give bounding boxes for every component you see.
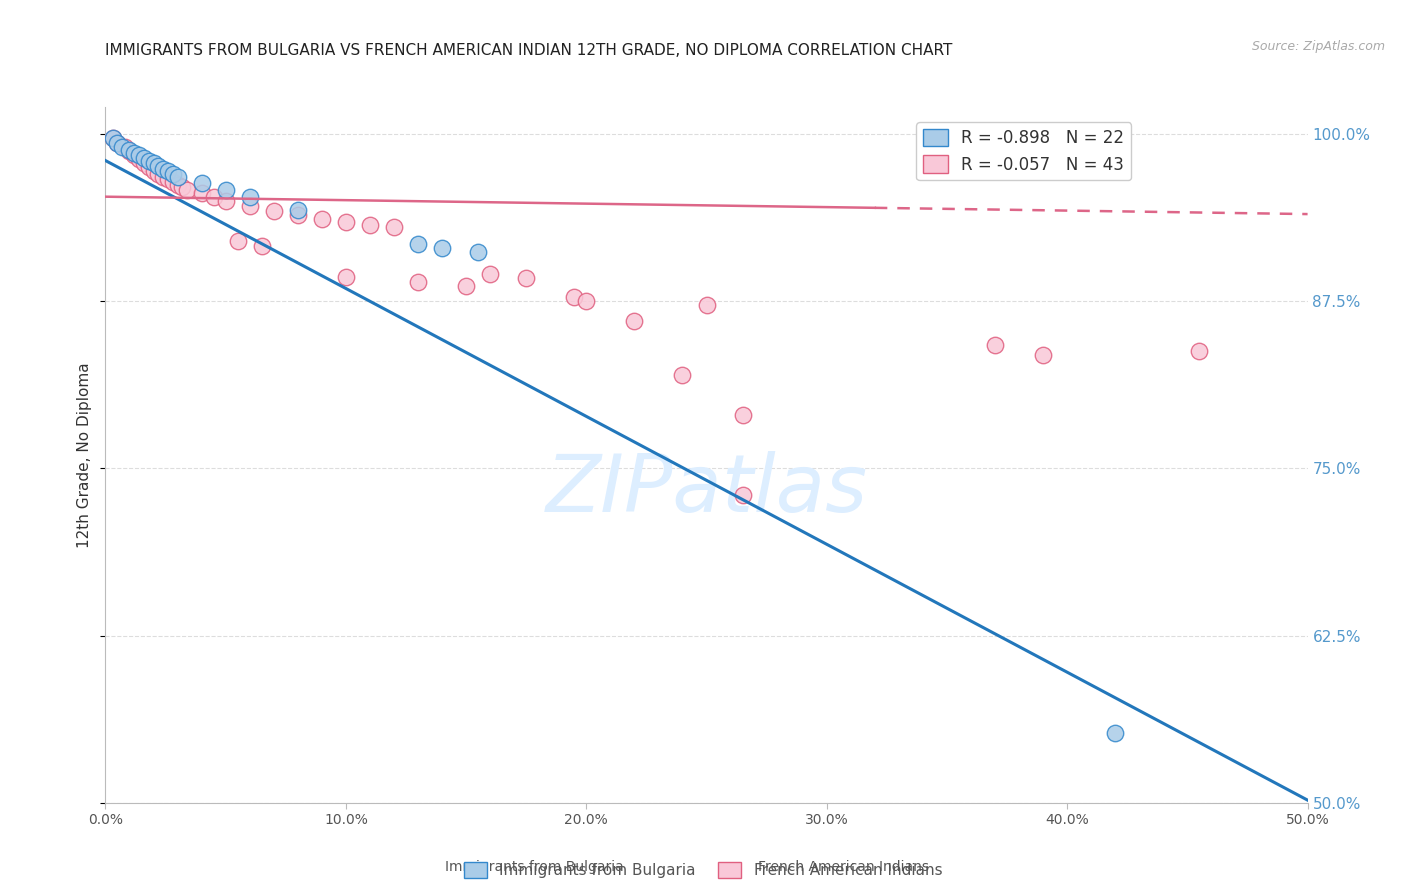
Point <box>239 199 262 213</box>
Point <box>467 244 489 259</box>
Point <box>142 164 165 178</box>
Point <box>152 169 174 184</box>
Point <box>214 183 236 197</box>
Legend: R = -0.898   N = 22, R = -0.057   N = 43: R = -0.898 N = 22, R = -0.057 N = 43 <box>917 122 1130 180</box>
Text: Immigrants from Bulgaria: Immigrants from Bulgaria <box>444 860 624 874</box>
Point <box>311 212 333 227</box>
Point <box>132 156 155 170</box>
Y-axis label: 12th Grade, No Diploma: 12th Grade, No Diploma <box>77 362 93 548</box>
Point <box>382 220 405 235</box>
Point <box>430 241 453 255</box>
Point <box>731 408 754 422</box>
Point <box>128 148 150 162</box>
Point <box>107 136 129 151</box>
Point <box>1188 343 1211 358</box>
Point <box>190 186 212 200</box>
Point <box>263 204 285 219</box>
Point <box>1104 726 1126 740</box>
Point <box>214 194 236 208</box>
Point <box>226 234 249 248</box>
Text: Source: ZipAtlas.com: Source: ZipAtlas.com <box>1251 40 1385 54</box>
Point <box>287 209 309 223</box>
Point <box>202 190 225 204</box>
Point <box>696 298 718 312</box>
Point <box>454 279 477 293</box>
Legend: Immigrants from Bulgaria, French American Indians: Immigrants from Bulgaria, French America… <box>458 856 948 884</box>
Point <box>515 271 537 285</box>
Point <box>166 178 188 192</box>
Point <box>138 153 160 168</box>
Point <box>148 159 170 173</box>
Point <box>124 148 146 162</box>
Point <box>335 269 357 284</box>
Point <box>172 180 194 194</box>
Point <box>162 175 184 189</box>
Text: IMMIGRANTS FROM BULGARIA VS FRENCH AMERICAN INDIAN 12TH GRADE, NO DIPLOMA CORREL: IMMIGRANTS FROM BULGARIA VS FRENCH AMERI… <box>105 43 953 58</box>
Point <box>1032 348 1054 362</box>
Point <box>142 156 165 170</box>
Point <box>623 314 645 328</box>
Point <box>128 153 150 167</box>
Point <box>250 239 273 253</box>
Point <box>148 167 170 181</box>
Point <box>166 169 188 184</box>
Point <box>124 145 146 160</box>
Point <box>176 183 198 197</box>
Point <box>984 338 1007 352</box>
Point <box>406 236 429 251</box>
Point <box>406 276 429 290</box>
Point <box>156 172 179 186</box>
Point <box>287 203 309 218</box>
Point <box>118 143 141 157</box>
Point <box>132 151 155 165</box>
Point <box>359 218 381 232</box>
Point <box>162 167 184 181</box>
Point <box>138 161 160 175</box>
Point <box>101 130 124 145</box>
Point <box>562 290 585 304</box>
Point <box>107 136 129 151</box>
Point <box>239 190 262 204</box>
Point <box>335 215 357 229</box>
Text: ZIPatlas: ZIPatlas <box>546 450 868 529</box>
Point <box>156 164 179 178</box>
Point <box>111 140 134 154</box>
Point <box>118 145 141 159</box>
Point <box>731 488 754 502</box>
Point <box>479 268 502 282</box>
Point <box>575 294 598 309</box>
Point <box>114 140 136 154</box>
Point <box>190 177 212 191</box>
Point <box>101 130 124 145</box>
Text: French American Indians: French American Indians <box>758 860 929 874</box>
Point <box>152 161 174 176</box>
Point <box>671 368 693 382</box>
